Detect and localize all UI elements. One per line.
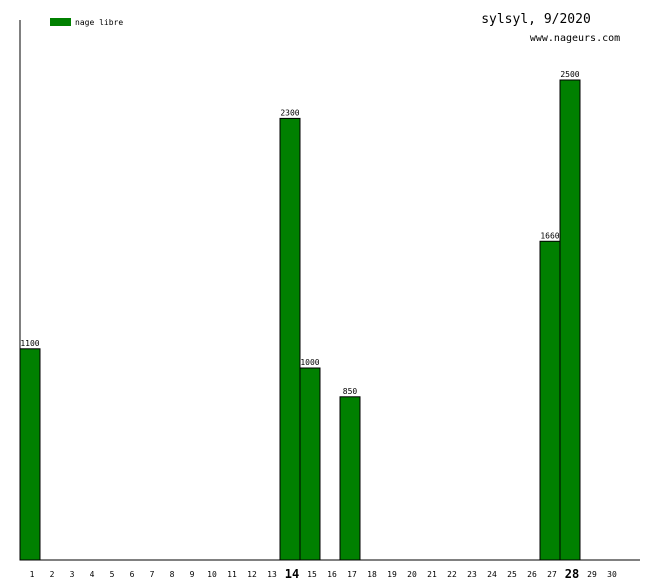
x-tick-labels-layer: 1 2 3 4 5 6 7 8 9 10 11 12 13 14 15 16 17 18 19 20 21 22 23 24 2…: [30, 567, 617, 580]
legend-label-nage-libre: nage libre: [75, 18, 123, 27]
bar-day-28: [559, 79, 581, 561]
x-tick-label-30: 30: [607, 570, 617, 579]
x-tick-label-1: 1: [30, 570, 35, 579]
x-tick-label-27: 27: [547, 570, 557, 579]
chart-title: sylsyl, 9/2020: [481, 12, 591, 27]
x-tick-label-2: 2: [50, 570, 55, 579]
x-tick-label-18: 18: [367, 570, 377, 579]
x-tick-label-26: 26: [527, 570, 537, 579]
x-tick-label-17: 17: [347, 570, 357, 579]
x-tick-label-3: 3: [70, 570, 75, 579]
value-labels-layer: 1100 2300 1000 850 1660 2500: [20, 70, 579, 396]
bar-day-14: [279, 117, 301, 561]
x-tick-label-15: 15: [307, 570, 317, 579]
x-tick-label-24: 24: [487, 570, 497, 579]
x-tick-label-19: 19: [387, 570, 397, 579]
bar-day-15: [299, 367, 321, 561]
bars-layer: [19, 79, 581, 561]
x-tick-label-8: 8: [170, 570, 175, 579]
x-tick-label-6: 6: [130, 570, 135, 579]
x-tick-label-5: 5: [110, 570, 115, 579]
bar-value-label-day-14: 2300: [280, 108, 299, 117]
bar-value-label-day-1: 1100: [20, 339, 39, 348]
x-tick-label-20: 20: [407, 570, 417, 579]
x-tick-label-7: 7: [150, 570, 155, 579]
x-tick-label-29: 29: [587, 570, 597, 579]
x-tick-label-22: 22: [447, 570, 457, 579]
legend-swatch-nage-libre: [50, 18, 71, 26]
bar-day-1: [19, 348, 41, 561]
x-tick-label-13: 13: [267, 570, 277, 579]
x-tick-label-14: 14: [285, 567, 299, 580]
bar-value-label-day-17: 850: [343, 387, 358, 396]
bar-value-label-day-28: 2500: [560, 70, 579, 79]
x-tick-label-21: 21: [427, 570, 437, 579]
x-tick-label-16: 16: [327, 570, 337, 579]
x-tick-label-28: 28: [565, 567, 579, 580]
bar-value-label-day-27: 1660: [540, 231, 559, 240]
bar-day-17: [339, 396, 361, 561]
bar-day-27: [539, 240, 561, 561]
chart-subtitle: www.nageurs.com: [530, 33, 620, 44]
bar-value-label-day-15: 1000: [300, 358, 319, 367]
x-tick-label-11: 11: [227, 570, 237, 579]
x-tick-label-9: 9: [190, 570, 195, 579]
x-tick-label-4: 4: [90, 570, 95, 579]
x-tick-label-10: 10: [207, 570, 217, 579]
x-tick-label-25: 25: [507, 570, 517, 579]
x-tick-label-12: 12: [247, 570, 257, 579]
x-tick-label-23: 23: [467, 570, 477, 579]
